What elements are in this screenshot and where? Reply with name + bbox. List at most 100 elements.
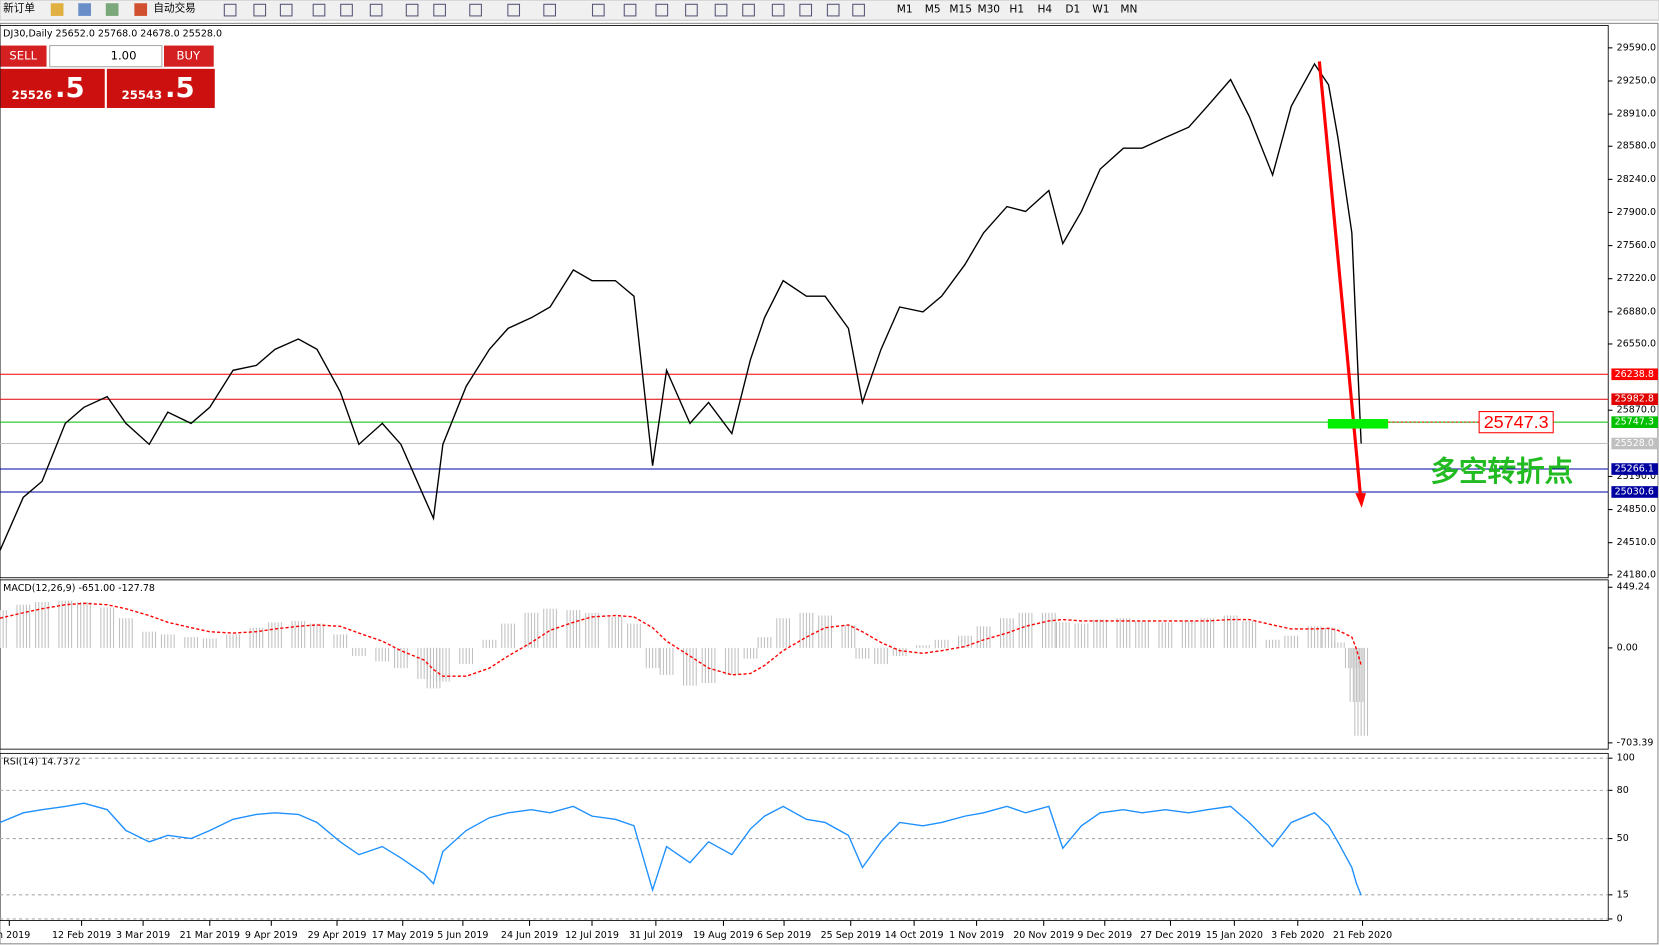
y-tick-label: 28580.0 <box>1617 141 1656 152</box>
tool-icon[interactable] <box>826 3 840 17</box>
y-tick-label: 80 <box>1617 785 1629 796</box>
timeframe-button[interactable]: M5 <box>925 4 941 16</box>
y-tick-label: 26550.0 <box>1617 338 1656 349</box>
series-line <box>0 602 1362 677</box>
tool-icon[interactable] <box>799 3 813 17</box>
lot-input[interactable] <box>49 45 163 68</box>
ask-box[interactable] <box>106 68 215 108</box>
trade-panel: SELL 1.00 BUY 25526 .5 25543 .5 <box>0 45 215 108</box>
y-tick-label: 24850.0 <box>1617 504 1656 515</box>
auto-trade[interactable]: 自动交易 <box>153 2 195 15</box>
x-tick-label: 6 Sep 2019 <box>757 930 811 941</box>
tool-icon[interactable] <box>507 3 521 17</box>
y-tick-label: 28910.0 <box>1617 109 1656 120</box>
level-tag <box>1611 368 1658 381</box>
annotation-box <box>1478 411 1554 434</box>
y-tick-label: 24180.0 <box>1617 569 1656 580</box>
new-order[interactable]: 新订单 <box>3 2 35 15</box>
tool-icon[interactable] <box>623 3 637 17</box>
plot-area: DJ30,Daily 25652.0 25768.0 24678.0 25528… <box>0 22 1659 945</box>
x-tick-label: 29 Apr 2019 <box>308 930 367 941</box>
timeframe-button[interactable]: H1 <box>1009 4 1024 16</box>
x-tick-label: 3 Mar 2019 <box>116 930 170 941</box>
level-tag-label: 25528.0 <box>1615 438 1654 449</box>
level-tag <box>1611 416 1658 428</box>
tool-icon[interactable] <box>369 3 383 17</box>
timeframe-button[interactable]: M30 <box>977 4 1000 16</box>
tool-icon[interactable] <box>340 3 353 17</box>
x-tick-label: 25 Sep 2019 <box>821 930 881 941</box>
y-tick-label: 27900.0 <box>1617 207 1656 218</box>
icon[interactable] <box>134 3 148 16</box>
buy-label[interactable]: BUY <box>177 49 201 63</box>
chart-frame <box>0 22 1659 945</box>
pane-title: DJ30,Daily 25652.0 25768.0 24678.0 25528… <box>3 28 222 39</box>
level-tag <box>1611 486 1658 498</box>
tool-icon[interactable] <box>655 3 669 17</box>
tool-icon[interactable] <box>714 3 728 17</box>
x-tick-label: 9 Apr 2019 <box>245 930 298 941</box>
x-tick-label: 24 Jun 2019 <box>501 930 558 941</box>
timeframe-button[interactable]: M1 <box>897 4 913 16</box>
timeframe-button[interactable]: MN <box>1120 4 1137 16</box>
tool-icon[interactable] <box>852 3 865 17</box>
icon[interactable] <box>50 3 64 16</box>
x-tick-label: 31 Jul 2019 <box>629 930 683 941</box>
x-tick-label: 27 Dec 2019 <box>1140 930 1201 941</box>
level-tag <box>1611 393 1658 406</box>
y-tick-label: 50 <box>1617 833 1629 844</box>
lot-value[interactable]: 1.00 <box>111 49 137 63</box>
level-tag-label: 25030.6 <box>1615 486 1654 497</box>
level-tag-label: 26238.8 <box>1615 369 1654 380</box>
x-tick-label: 19 Aug 2019 <box>693 930 754 941</box>
tool-icon[interactable] <box>433 3 446 17</box>
tool-icon[interactable] <box>543 3 556 17</box>
tool-icon[interactable] <box>742 3 755 17</box>
x-tick-label: 5 Jun 2019 <box>437 930 488 941</box>
timeframe-button[interactable]: D1 <box>1065 4 1080 16</box>
ask-main: 25543 <box>122 88 162 102</box>
pane-title: MACD(12,26,9) -651.00 -127.78 <box>3 583 155 594</box>
y-tick-label: 26880.0 <box>1617 306 1656 317</box>
level-tag-label: 25266.1 <box>1615 464 1654 475</box>
tool-icon[interactable] <box>469 3 482 17</box>
series-line <box>0 62 1362 551</box>
pane-border <box>0 579 1609 750</box>
tool-icon[interactable] <box>685 3 698 17</box>
bid-box[interactable] <box>0 68 105 108</box>
timeframes: M1 M5 M15 M30 H1 H4 D1 W1 MN <box>897 4 1138 16</box>
tool-icon[interactable] <box>591 3 605 17</box>
y-tick-label: 25190.0 <box>1617 471 1656 482</box>
icon[interactable] <box>78 3 91 16</box>
timeframe-button[interactable]: W1 <box>1092 4 1109 16</box>
tool-icon[interactable] <box>223 3 237 17</box>
tool-icon[interactable] <box>279 3 293 17</box>
x-tick-label: 12 Feb 2019 <box>52 930 111 941</box>
tool-icon[interactable] <box>253 3 267 17</box>
drawing-objects <box>1317 61 1389 508</box>
y-tick-label: 29250.0 <box>1617 75 1656 86</box>
arrow-head <box>1355 493 1366 508</box>
tool-icon[interactable] <box>405 3 419 17</box>
pane-border <box>0 752 1609 921</box>
level-tag <box>1611 437 1658 450</box>
buy-button[interactable] <box>163 45 214 67</box>
timeframe-button[interactable]: M15 <box>949 4 972 16</box>
sell-button[interactable] <box>0 45 47 67</box>
y-tick-label: 27560.0 <box>1617 240 1656 251</box>
y-tick-label: 28240.0 <box>1617 174 1656 185</box>
toolbar-bg <box>0 0 1659 21</box>
timeframe-button[interactable]: H4 <box>1037 4 1052 16</box>
series-line <box>0 802 1362 896</box>
tool-icons <box>223 3 865 17</box>
ask-pip: .5 <box>165 72 195 104</box>
x-tick-label: Jan 2019 <box>0 930 30 941</box>
level-tag-label: 25747.3 <box>1615 417 1654 428</box>
tool-icon[interactable] <box>312 3 326 17</box>
icon[interactable] <box>105 3 119 16</box>
y-tick-label: 449.24 <box>1617 582 1650 593</box>
sell-label[interactable]: SELL <box>9 49 37 63</box>
tool-icon[interactable] <box>771 3 785 17</box>
